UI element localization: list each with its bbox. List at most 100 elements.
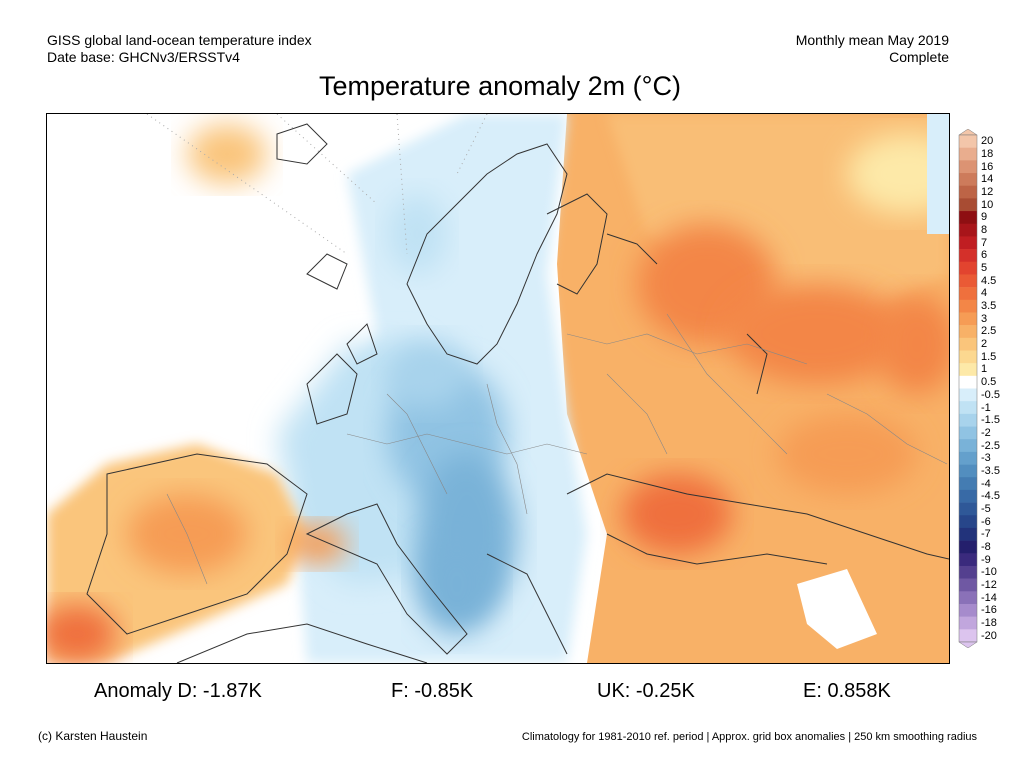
colorbar-swatch [959, 477, 977, 491]
colorbar-label: -7 [981, 528, 991, 541]
colorbar-swatch [959, 565, 977, 579]
colorbar-swatch [959, 578, 977, 592]
map-title: Temperature anomaly 2m (°C) [319, 71, 681, 101]
colorbar-swatch [959, 236, 977, 250]
colorbar-label: 18 [981, 148, 994, 160]
colorbar-swatch [959, 312, 977, 326]
colorbar-swatch [959, 591, 977, 605]
dataset-title: GISS global land-ocean temperature index [47, 32, 312, 48]
colorbar-label: 8 [981, 224, 988, 237]
colorbar-label: -4.5 [981, 490, 1000, 503]
colorbar-swatch [959, 287, 977, 301]
colorbar-swatch [959, 299, 977, 313]
colorbar-swatch [959, 363, 977, 377]
colorbar-label: -4 [981, 477, 991, 490]
colorbar-swatch [959, 249, 977, 263]
colorbar-swatch [959, 603, 977, 617]
colorbar-swatch [959, 223, 977, 237]
colorbar-label: -5 [981, 502, 991, 515]
colorbar-label: 7 [981, 236, 988, 249]
colorbar-label: -2 [981, 426, 991, 439]
colorbar-swatch [959, 439, 977, 453]
colorbar-swatch [959, 211, 977, 225]
colorbar-label: 0.5 [981, 376, 997, 389]
iberia-warm-field [47, 124, 347, 663]
colorbar-label: 14 [981, 173, 994, 186]
colorbar-swatch [959, 147, 977, 161]
colorbar-arrow-top [958, 129, 978, 136]
colorbar-label: -14 [981, 591, 997, 604]
colorbar-swatch [959, 629, 977, 643]
colorbar-label: 1 [981, 363, 988, 376]
colorbar-swatch [959, 489, 977, 503]
stat-germany: Anomaly D: -1.87K [94, 680, 262, 702]
country-borders [166, 313, 948, 585]
colorbar-swatch [959, 413, 977, 427]
colorbar-label: -1 [981, 401, 991, 414]
colorbar-swatch [959, 616, 977, 630]
colorbar-label: 4 [981, 287, 988, 300]
colorbar-label: -9 [981, 553, 991, 566]
colorbar-label: 3.5 [981, 300, 997, 313]
cool-anomaly-field [277, 114, 587, 663]
stat-uk: UK: -0.25K [597, 680, 695, 702]
colorbar-swatch [959, 350, 977, 364]
colorbar-swatch [959, 401, 977, 415]
stats-row: Anomaly D: -1.87K F: -0.85K UK: -0.25K E… [0, 680, 1024, 706]
anomaly-map [46, 113, 950, 664]
colorbar-label: -1.5 [981, 414, 1000, 427]
colorbar-label: -10 [981, 566, 997, 579]
no-data-areas [47, 114, 877, 649]
colorbar-swatch [959, 540, 977, 554]
colorbar-swatch [959, 515, 977, 529]
coastlines [86, 123, 949, 663]
colorbar-swatch [959, 388, 977, 402]
colorbar-swatch [959, 464, 977, 478]
colorbar-label: -16 [981, 604, 997, 617]
header-right: Monthly mean May 2019 Complete [796, 32, 949, 66]
colorbar-label: 2.5 [981, 325, 997, 338]
data-base: Date base: GHCNv3/ERSSTv4 [47, 49, 240, 65]
period-label: Monthly mean May 2019 [795, 32, 949, 48]
colorbar-label: -8 [981, 540, 991, 553]
colorbar-swatch [959, 198, 977, 212]
colorbar-label: 5 [981, 262, 988, 275]
colorbar-label: -18 [981, 616, 997, 629]
colorbar-swatch [959, 502, 977, 516]
stat-europe: E: 0.858K [803, 680, 891, 702]
colorbar-swatch [959, 261, 977, 275]
colorbar-label: -3 [981, 452, 991, 465]
colorbar-swatch [959, 160, 977, 174]
graticule-lines [146, 114, 488, 255]
colorbar-swatch [959, 451, 977, 465]
colorbar-arrow-bottom [958, 641, 978, 648]
colorbar-label: 3 [981, 312, 988, 325]
credit: (c) Karsten Haustein [38, 729, 148, 743]
colorbar-swatch [959, 325, 977, 339]
colorbar-label: -6 [981, 515, 991, 528]
colorbar-swatch [959, 274, 977, 288]
colorbar-label: -12 [981, 578, 997, 591]
colorbar [958, 129, 978, 648]
colorbar-swatch [959, 185, 977, 199]
footnote: Climatology for 1981-2010 ref. period | … [521, 731, 977, 743]
colorbar-label: 4.5 [981, 274, 997, 287]
colorbar-swatch [959, 173, 977, 186]
colorbar-label: -0.5 [981, 388, 1000, 401]
warm-anomaly-field [557, 114, 949, 663]
colorbar-label: 6 [981, 249, 988, 262]
colorbar-label: 10 [981, 198, 994, 211]
colorbar-label: 9 [981, 211, 988, 224]
colorbar-label: 20 [981, 135, 994, 148]
map-canvas [47, 114, 949, 663]
colorbar-swatch [959, 426, 977, 440]
colorbar-label: 12 [981, 186, 994, 199]
colorbar-label: -3.5 [981, 464, 1000, 477]
colorbar-label: 2 [981, 338, 988, 351]
colorbar-label: 1.5 [981, 350, 997, 363]
colorbar-swatch [959, 135, 977, 148]
colorbar-swatch [959, 375, 977, 389]
header-left: GISS global land-ocean temperature index… [47, 32, 312, 66]
colorbar-swatch [959, 337, 977, 351]
completeness-label: Complete [889, 49, 949, 65]
